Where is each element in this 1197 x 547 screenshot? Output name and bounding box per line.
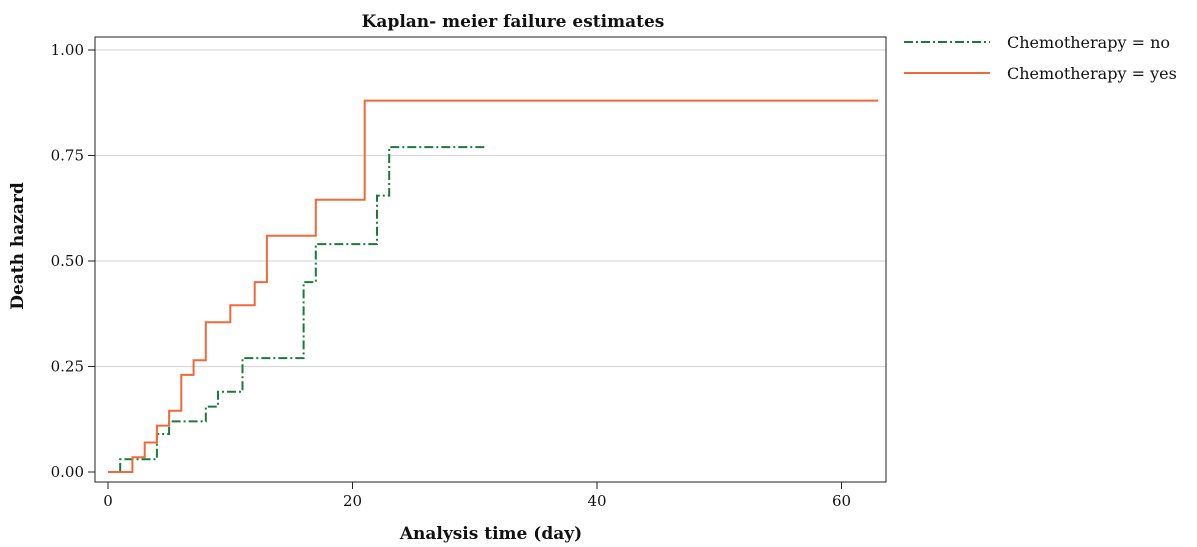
series-line-chemotherapy-yes — [108, 99, 879, 473]
grid-lines — [95, 49, 886, 368]
x-tick-label-0: 0 — [103, 492, 113, 510]
y-tick-label-1: 0.25 — [51, 358, 84, 376]
x-tick-label-3: 60 — [832, 492, 851, 510]
y-axis-label: Death hazard — [8, 182, 28, 310]
x-tick-label-2: 40 — [587, 492, 606, 510]
legend-label-0: Chemotherapy = no — [1007, 33, 1170, 52]
x-tick-label-1: 20 — [343, 492, 362, 510]
y-axis-ticks: 0.00 0.25 0.50 0.75 1.00 — [51, 41, 95, 481]
chart-title: Kaplan- meier failure estimates — [362, 12, 665, 32]
x-axis-label: Analysis time (day) — [399, 524, 582, 544]
series-layer — [108, 99, 879, 473]
plot-frame — [94, 36, 887, 483]
y-tick-label-3: 0.75 — [51, 147, 84, 165]
legend-label-1: Chemotherapy = yes — [1007, 64, 1177, 83]
x-axis-ticks: 0 20 40 60 — [103, 482, 851, 510]
y-tick-label-4: 1.00 — [51, 41, 84, 59]
y-tick-label-0: 0.00 — [51, 463, 84, 481]
series-line-chemotherapy-no — [119, 146, 487, 472]
legend: Chemotherapy = no Chemotherapy = yes — [904, 33, 1177, 83]
y-tick-label-2: 0.50 — [51, 252, 84, 270]
